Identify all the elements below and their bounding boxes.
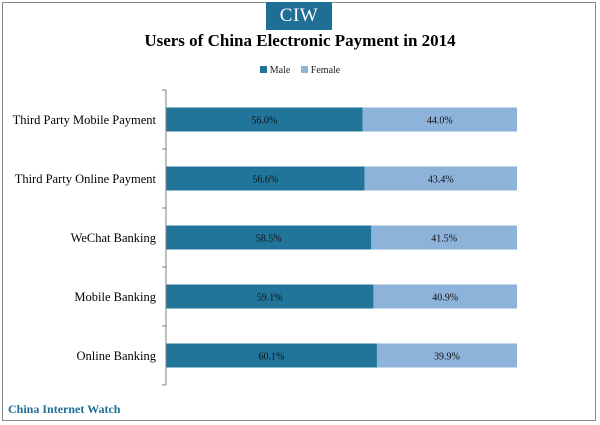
bar-male-1 bbox=[166, 166, 365, 191]
category-label-0: Third Party Mobile Payment bbox=[13, 113, 157, 127]
data-label-female-2: 41.5% bbox=[431, 234, 457, 245]
legend-swatch-female bbox=[300, 66, 308, 73]
bar-female-1 bbox=[364, 166, 517, 191]
bar-female-3 bbox=[373, 284, 517, 309]
chart-legend: Male Female bbox=[0, 65, 600, 76]
legend-item-male: Male bbox=[259, 65, 291, 76]
data-label-male-3: 59.1% bbox=[257, 293, 283, 304]
bar-female-4 bbox=[376, 343, 517, 368]
data-label-female-4: 39.9% bbox=[434, 352, 460, 363]
data-label-male-0: 56.0% bbox=[251, 116, 277, 127]
chart-title: Users of China Electronic Payment in 201… bbox=[144, 31, 456, 50]
data-label-female-1: 43.4% bbox=[428, 175, 454, 186]
data-label-male-4: 60.1% bbox=[259, 352, 285, 363]
bar-male-0 bbox=[166, 107, 363, 132]
bar-male-2 bbox=[166, 225, 372, 250]
bar-female-2 bbox=[371, 225, 517, 250]
legend-item-female: Female bbox=[300, 65, 341, 76]
legend-label-male: Male bbox=[269, 65, 291, 76]
category-label-4: Online Banking bbox=[76, 349, 156, 363]
legend-label-female: Female bbox=[310, 65, 341, 76]
data-label-male-1: 56.6% bbox=[252, 175, 278, 186]
bar-male-3 bbox=[166, 284, 374, 309]
bar-female-0 bbox=[362, 107, 517, 132]
legend-swatch-male bbox=[259, 66, 267, 73]
data-label-female-0: 44.0% bbox=[427, 116, 453, 127]
footer-source: China Internet Watch bbox=[8, 402, 121, 416]
category-label-1: Third Party Online Payment bbox=[15, 172, 157, 186]
data-label-male-2: 58.5% bbox=[256, 234, 282, 245]
data-label-female-3: 40.9% bbox=[432, 293, 458, 304]
category-label-2: WeChat Banking bbox=[71, 231, 157, 245]
bar-male-4 bbox=[166, 343, 377, 368]
category-label-3: Mobile Banking bbox=[74, 290, 156, 304]
ciw-logo: CIW bbox=[266, 2, 332, 30]
